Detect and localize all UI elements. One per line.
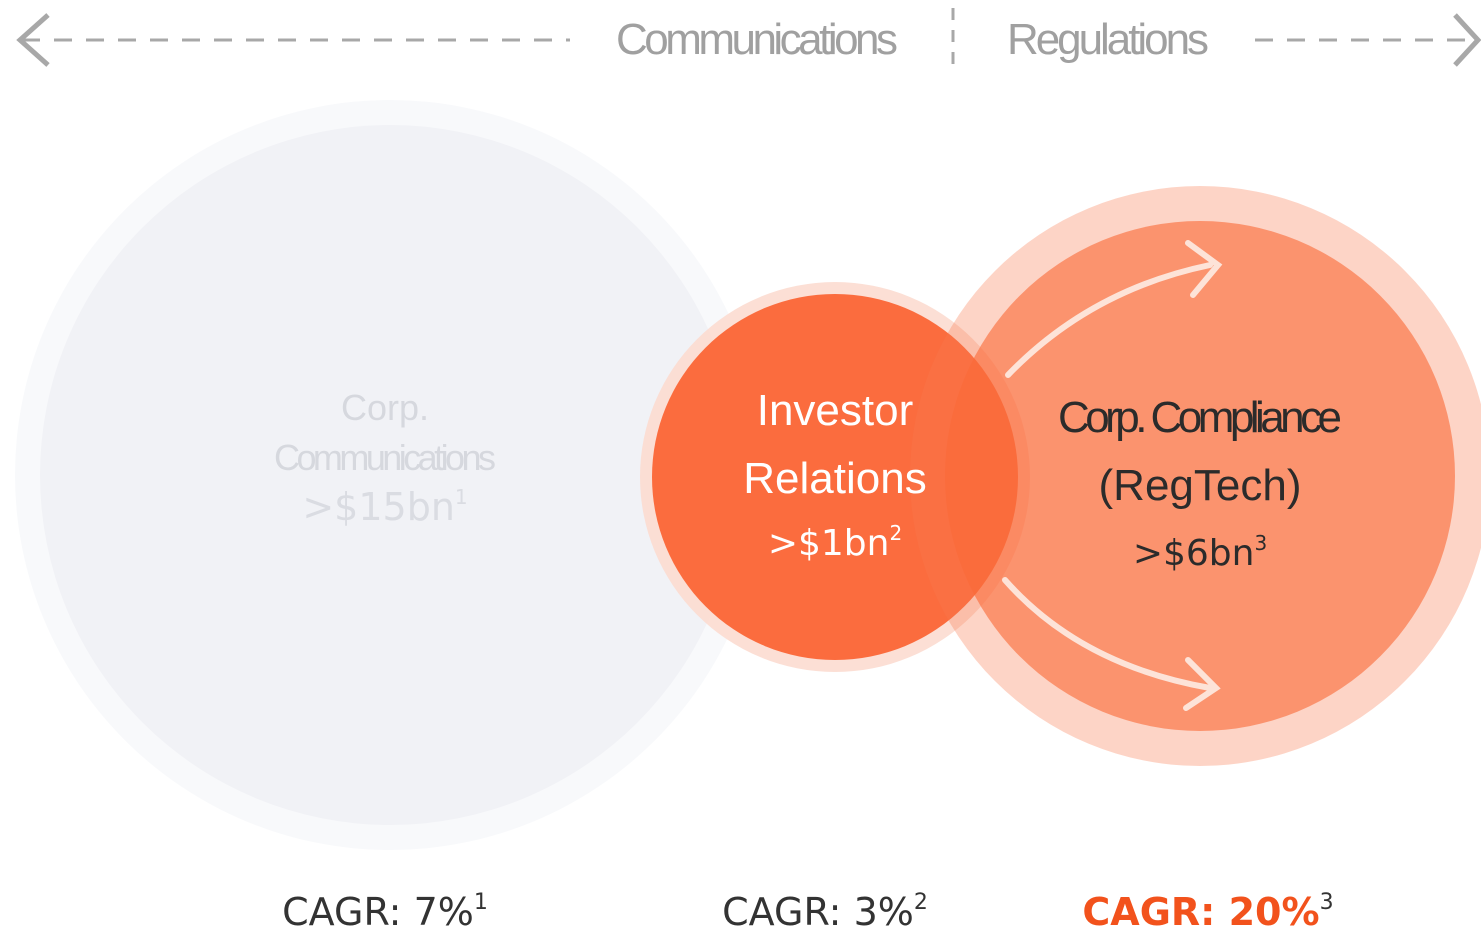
circle-label: Corp. (341, 387, 429, 428)
footnote: 3 (1254, 531, 1267, 555)
size: >$6bn (1133, 533, 1255, 574)
circle-size: >$1bn2 (768, 521, 902, 564)
circle-label: Relations (743, 454, 926, 503)
cagr: CAGR: 7% (282, 890, 474, 932)
footnote: 2 (889, 521, 902, 545)
arrows (1002, 240, 1223, 711)
circle (40, 125, 740, 825)
left-arrow (16, 13, 50, 67)
arrowhead (1185, 240, 1223, 298)
arrow-up (1005, 262, 1213, 378)
circle-label: Communications (274, 437, 496, 478)
arrowhead (1183, 657, 1221, 711)
circle-label: (RegTech) (1099, 461, 1302, 510)
cagr: CAGR: 3% (722, 890, 914, 932)
circle-size: >$15bn1 (302, 485, 467, 529)
growth-label: CAGR: 3%2 (722, 890, 928, 932)
circle (652, 294, 1018, 660)
header-left: Communications (616, 15, 898, 64)
header (16, 8, 1481, 74)
size: >$1bn (768, 523, 890, 564)
footnote: 2 (914, 890, 928, 915)
arrow-down (1002, 577, 1213, 691)
growth-label: CAGR: 20%3 (1082, 890, 1333, 932)
header-right: Regulations (1007, 15, 1209, 64)
circle-label: Corp. Compliance (1058, 393, 1342, 442)
growth-label: CAGR: 7%1 (282, 890, 488, 932)
right-arrow (1453, 13, 1481, 67)
footnote: 3 (1320, 890, 1334, 915)
circle (945, 221, 1455, 731)
size: >$15bn (302, 485, 455, 529)
cagr: CAGR: 20% (1082, 890, 1319, 932)
circle-label: Investor (757, 386, 914, 435)
footnote: 1 (455, 485, 468, 509)
footnote: 1 (474, 890, 488, 915)
circle-size: >$6bn3 (1133, 531, 1267, 574)
